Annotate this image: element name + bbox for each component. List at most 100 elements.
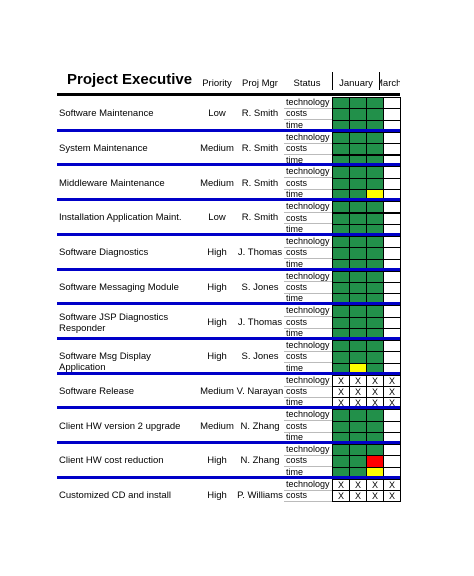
row-separator bbox=[57, 198, 400, 202]
status-label: technology bbox=[286, 270, 330, 281]
status-rule bbox=[284, 177, 332, 179]
status-label: costs bbox=[286, 490, 308, 501]
status-label: technology bbox=[286, 166, 330, 177]
project-name: Client HW version 2 upgrade bbox=[59, 420, 181, 432]
column-header-clip: March bbox=[380, 78, 400, 89]
manager: P. Williams bbox=[237, 490, 283, 502]
status-label: costs bbox=[286, 247, 308, 258]
status-cell: X bbox=[366, 490, 384, 503]
status-rule bbox=[284, 501, 332, 502]
title: Project Executive bbox=[67, 71, 193, 88]
status-rule bbox=[284, 489, 332, 491]
priority: Medium bbox=[200, 177, 234, 189]
manager: J. Thomas bbox=[237, 247, 283, 259]
project-name: Software Msg Display Application bbox=[59, 351, 151, 374]
priority: Medium bbox=[200, 143, 234, 155]
manager: R. Smith bbox=[241, 177, 279, 189]
row-separator bbox=[57, 441, 400, 444]
manager: S. Jones bbox=[241, 351, 279, 363]
priority: Low bbox=[208, 212, 226, 224]
status-rule bbox=[284, 212, 332, 213]
status-rule bbox=[284, 385, 332, 387]
status-label: time bbox=[286, 223, 304, 234]
status-label: technology bbox=[286, 339, 330, 350]
status-rule bbox=[284, 223, 332, 225]
status-rule bbox=[284, 350, 332, 352]
row-separator bbox=[57, 163, 400, 167]
manager: R. Smith bbox=[241, 108, 279, 120]
column-header: March bbox=[380, 78, 400, 89]
project-name: Installation Application Maint. bbox=[59, 212, 182, 224]
project-name: Software Maintenance bbox=[59, 108, 154, 120]
status-label: costs bbox=[286, 281, 308, 292]
status-cell: X bbox=[332, 490, 350, 503]
project-name: Client HW cost reduction bbox=[59, 455, 164, 467]
status-rule bbox=[284, 466, 332, 468]
status-label: costs bbox=[286, 108, 308, 119]
status-rule bbox=[284, 396, 332, 398]
column-header: January bbox=[339, 78, 373, 89]
priority: High bbox=[207, 247, 227, 259]
status-rule bbox=[284, 362, 332, 364]
status-label: technology bbox=[286, 409, 330, 420]
project-name: System Maintenance bbox=[59, 143, 148, 155]
status-label: costs bbox=[286, 212, 308, 223]
manager: J. Thomas bbox=[237, 316, 283, 328]
row-separator bbox=[57, 371, 400, 375]
status-label: costs bbox=[286, 455, 308, 466]
status-rule bbox=[284, 119, 332, 121]
status-rule bbox=[284, 142, 332, 144]
manager: R. Smith bbox=[241, 143, 279, 155]
status-label: time bbox=[286, 258, 304, 269]
status-rule bbox=[284, 107, 332, 109]
status-label: technology bbox=[286, 444, 330, 454]
status-label: technology bbox=[286, 97, 330, 107]
row-separator bbox=[57, 232, 400, 236]
status-label: technology bbox=[286, 305, 330, 316]
status-cell: X bbox=[383, 490, 401, 503]
status-label: time bbox=[286, 154, 304, 165]
manager: N. Zhang bbox=[240, 420, 280, 432]
priority: High bbox=[207, 316, 227, 328]
status-label: technology bbox=[286, 478, 330, 489]
status-label: time bbox=[286, 397, 304, 408]
project-name: Middleware Maintenance bbox=[59, 177, 165, 189]
status-label: time bbox=[286, 466, 304, 477]
project-name: Software Messaging Module bbox=[59, 281, 179, 293]
status-rule bbox=[284, 316, 332, 318]
priority: High bbox=[207, 455, 227, 467]
status-rule bbox=[284, 154, 332, 155]
manager: R. Smith bbox=[241, 212, 279, 224]
priority: Medium bbox=[200, 420, 234, 432]
header-divider bbox=[332, 72, 333, 90]
status-rule bbox=[284, 258, 332, 260]
status-label: costs bbox=[286, 420, 308, 431]
status-rule bbox=[284, 431, 332, 433]
priority: High bbox=[207, 351, 227, 363]
status-label: time bbox=[286, 362, 304, 373]
status-label: time bbox=[286, 119, 304, 130]
status-label: time bbox=[286, 189, 304, 200]
manager: S. Jones bbox=[241, 281, 279, 293]
status-rule bbox=[284, 281, 332, 283]
status-label: costs bbox=[286, 351, 308, 362]
header-divider bbox=[379, 72, 380, 90]
status-label: time bbox=[286, 293, 304, 304]
status-cell: X bbox=[383, 478, 401, 492]
row-separator bbox=[57, 267, 400, 271]
manager: V. Narayan bbox=[236, 385, 284, 397]
status-cell: X bbox=[349, 490, 367, 503]
status-rule bbox=[284, 246, 332, 248]
status-label: costs bbox=[286, 316, 308, 327]
status-label: technology bbox=[286, 235, 330, 246]
row-separator bbox=[57, 406, 400, 410]
priority: Medium bbox=[200, 385, 234, 397]
manager: N. Zhang bbox=[240, 455, 280, 467]
status-rule bbox=[284, 188, 332, 190]
project-name: Customized CD and install bbox=[59, 490, 171, 502]
row-separator bbox=[57, 128, 400, 132]
status-label: costs bbox=[286, 177, 308, 188]
priority: Low bbox=[208, 108, 226, 120]
column-header: Priority bbox=[202, 78, 232, 89]
